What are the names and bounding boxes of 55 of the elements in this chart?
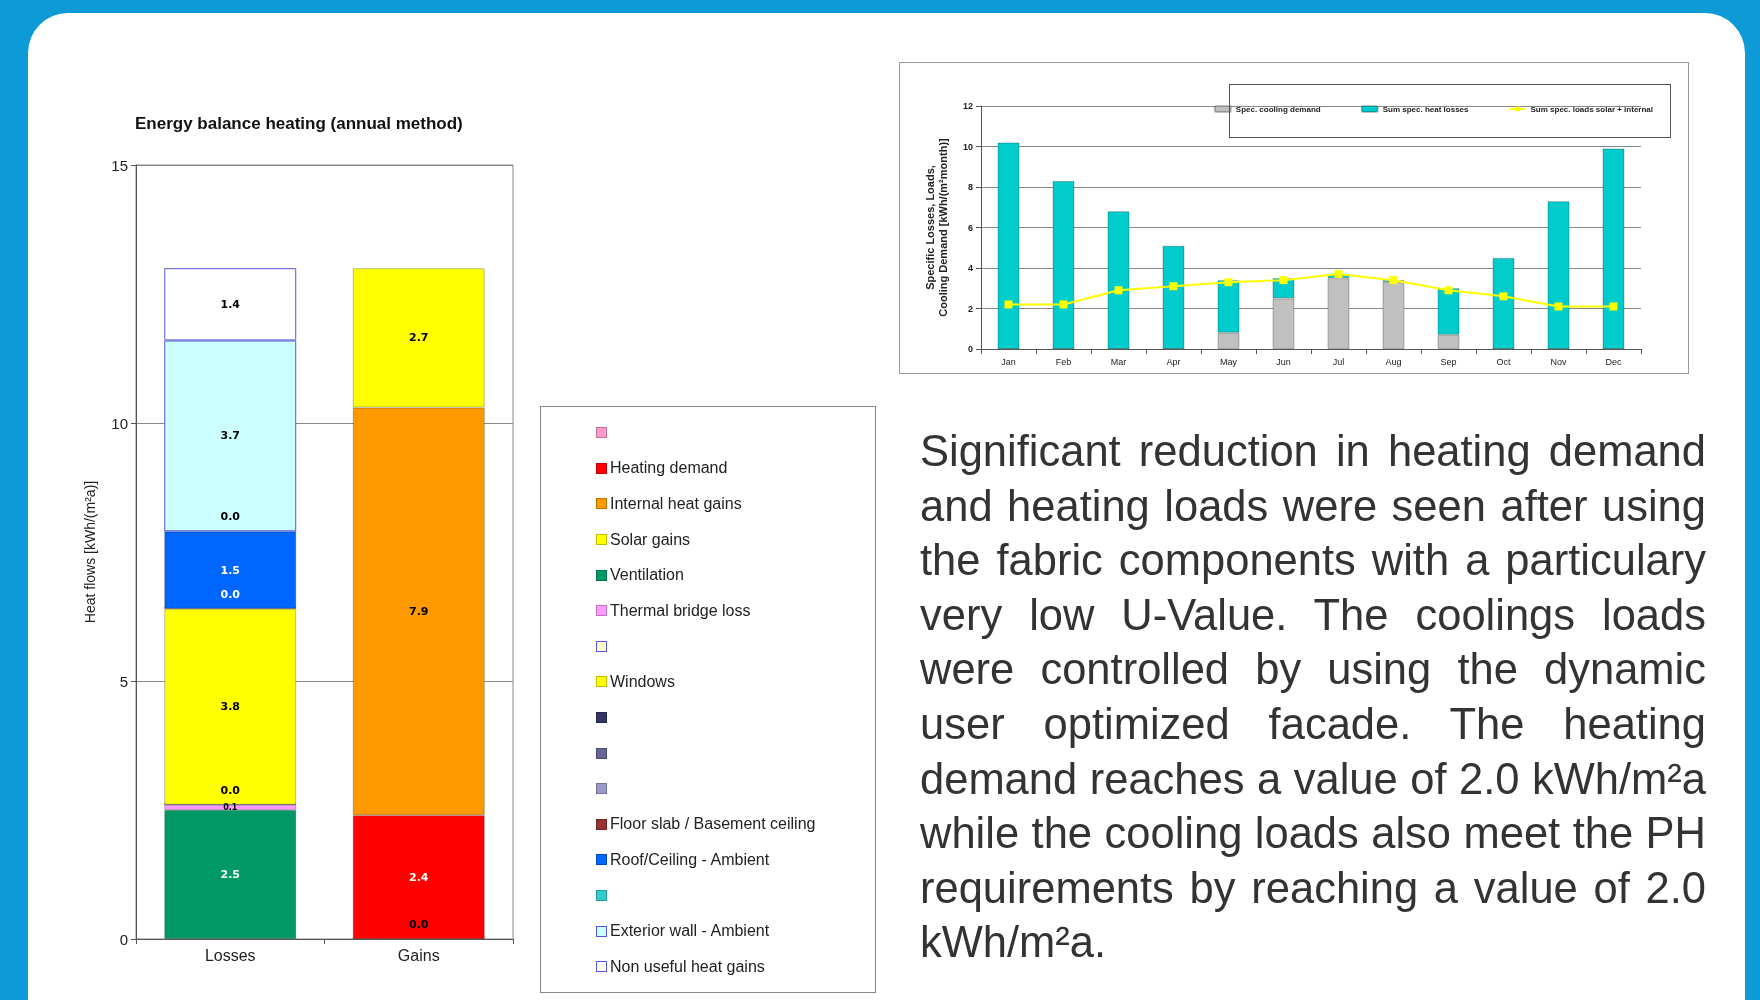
data-label: 0.0 xyxy=(220,587,241,601)
y-tick-label: 12 xyxy=(962,101,973,111)
legend-label: Solar gains xyxy=(610,530,691,549)
x-tick-label: Sep xyxy=(1440,356,1457,367)
y-tick-label: 8 xyxy=(967,182,973,192)
data-label: 2.4 xyxy=(409,870,429,884)
x-tick-label: Dec xyxy=(1605,356,1622,367)
legend-label: Thermal bridge loss xyxy=(610,601,751,620)
legend-label: Sum spec. loads solar + internal xyxy=(1530,104,1654,114)
legend-label: Internal heat gains xyxy=(610,494,742,513)
data-label: 0.0 xyxy=(220,783,241,797)
legend-label: Exterior wall - Ambient xyxy=(610,922,770,941)
data-label: 2.7 xyxy=(409,331,429,345)
legend-label: Sum spec. heat losses xyxy=(1382,104,1470,114)
x-tick-label: Oct xyxy=(1496,356,1511,367)
x-tick-label: May xyxy=(1219,356,1238,367)
legend-label: Roof/Ceiling - Ambient xyxy=(610,850,770,869)
y-tick-label: 4 xyxy=(967,263,973,273)
y-tick-label: 15 xyxy=(111,156,128,174)
data-label: 3.8 xyxy=(220,700,240,714)
y-tick-label: 10 xyxy=(111,414,128,432)
y-tick-label: 0 xyxy=(119,930,128,948)
legend-label: Ventilation xyxy=(610,566,684,585)
chart-title: Energy balance heating (annual method) xyxy=(135,114,463,133)
text: Significant reduction in heating demand and heating loads were seen after using the fabric components with a particulary very low U-Value. The coolings loads were controlled by using the dynamic user optimized facade. The heating demand reaches a value of 2.0 kWh/m²a while the cooling loads also meet the PH requirements by reaching a value of 2.0 kWh/m²a. xyxy=(920,427,1706,967)
x-tick-label: Gains xyxy=(397,946,440,964)
y-tick-label: 10 xyxy=(962,141,973,152)
y-tick-label: 0 xyxy=(967,344,973,354)
x-tick-label: Jun xyxy=(1276,356,1291,367)
x-tick-label: Jan xyxy=(1001,356,1016,367)
data-label: 3.7 xyxy=(220,429,240,443)
x-tick-label: Aug xyxy=(1385,356,1402,367)
x-tick-label: Apr xyxy=(1166,356,1181,367)
y-axis-title: Heat flows [kWh/(m²a)] xyxy=(81,480,98,624)
legend-label: Heating demand xyxy=(610,459,728,478)
data-label: 1.5 xyxy=(220,563,240,577)
data-label: 0.0 xyxy=(409,918,429,931)
x-tick-label: Feb xyxy=(1055,356,1072,367)
x-tick-label: Nov xyxy=(1550,356,1567,367)
y-axis-title: Specific Losses, Loads, Cooling Demand [kWh/(m²month)] xyxy=(923,137,949,317)
legend-label: Non useful heat gains xyxy=(610,957,765,976)
y-tick-label: 5 xyxy=(119,672,128,690)
data-label: 2.5 xyxy=(220,868,240,881)
y-tick-label: 6 xyxy=(967,222,973,233)
legend-label: Windows xyxy=(610,672,675,691)
x-tick-label: Mar xyxy=(1110,356,1127,367)
data-label: 0.0 xyxy=(220,510,241,524)
x-tick-label: Jul xyxy=(1332,356,1345,367)
data-label: 0.1 xyxy=(223,802,238,812)
x-tick-label: Losses xyxy=(204,946,256,964)
data-label: 7.9 xyxy=(409,604,429,618)
data-label: 1.4 xyxy=(220,297,241,311)
legend-label: Spec. cooling demand xyxy=(1235,104,1321,114)
legend-label: Floor slab / Basement ceiling xyxy=(610,815,816,834)
y-tick-label: 2 xyxy=(967,303,973,314)
